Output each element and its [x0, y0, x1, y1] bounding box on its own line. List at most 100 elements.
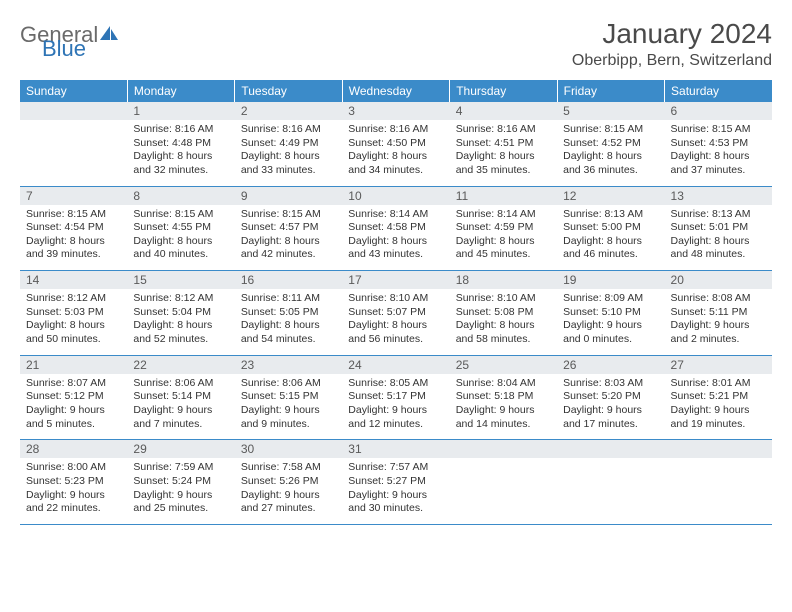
sunset-line: Sunset: 5:14 PM — [133, 390, 228, 404]
calendar-cell: 22Sunrise: 8:06 AMSunset: 5:14 PMDayligh… — [127, 355, 234, 440]
day-body: Sunrise: 8:12 AMSunset: 5:03 PMDaylight:… — [20, 289, 127, 355]
sunset-line: Sunset: 4:53 PM — [671, 137, 766, 151]
dow-saturday: Saturday — [665, 80, 772, 102]
day-body: Sunrise: 8:16 AMSunset: 4:48 PMDaylight:… — [127, 120, 234, 186]
day-body: Sunrise: 8:10 AMSunset: 5:08 PMDaylight:… — [450, 289, 557, 355]
day-body: Sunrise: 8:15 AMSunset: 4:54 PMDaylight:… — [20, 205, 127, 271]
day-number: 17 — [342, 271, 449, 289]
location: Oberbipp, Bern, Switzerland — [572, 52, 772, 70]
day-number: 22 — [127, 356, 234, 374]
calendar-cell: 1Sunrise: 8:16 AMSunset: 4:48 PMDaylight… — [127, 102, 234, 186]
sunset-line: Sunset: 5:08 PM — [456, 306, 551, 320]
sunset-line: Sunset: 4:55 PM — [133, 221, 228, 235]
sunrise-line: Sunrise: 8:10 AM — [348, 292, 443, 306]
sunset-line: Sunset: 5:26 PM — [241, 475, 336, 489]
day-body: Sunrise: 8:15 AMSunset: 4:53 PMDaylight:… — [665, 120, 772, 186]
daylight-line: Daylight: 8 hours and 58 minutes. — [456, 319, 551, 346]
day-number: 2 — [235, 102, 342, 120]
sunset-line: Sunset: 5:17 PM — [348, 390, 443, 404]
calendar-cell — [450, 440, 557, 525]
day-body: Sunrise: 7:58 AMSunset: 5:26 PMDaylight:… — [235, 458, 342, 524]
sunrise-line: Sunrise: 8:04 AM — [456, 377, 551, 391]
day-body: Sunrise: 8:11 AMSunset: 5:05 PMDaylight:… — [235, 289, 342, 355]
calendar-cell: 2Sunrise: 8:16 AMSunset: 4:49 PMDaylight… — [235, 102, 342, 186]
calendar-cell: 15Sunrise: 8:12 AMSunset: 5:04 PMDayligh… — [127, 271, 234, 356]
calendar-cell: 19Sunrise: 8:09 AMSunset: 5:10 PMDayligh… — [557, 271, 664, 356]
day-body: Sunrise: 8:10 AMSunset: 5:07 PMDaylight:… — [342, 289, 449, 355]
day-body: Sunrise: 8:04 AMSunset: 5:18 PMDaylight:… — [450, 374, 557, 440]
sunset-line: Sunset: 4:58 PM — [348, 221, 443, 235]
sunrise-line: Sunrise: 8:16 AM — [348, 123, 443, 137]
dow-thursday: Thursday — [450, 80, 557, 102]
day-number: 4 — [450, 102, 557, 120]
daylight-line: Daylight: 8 hours and 32 minutes. — [133, 150, 228, 177]
day-number: 12 — [557, 187, 664, 205]
dow-monday: Monday — [127, 80, 234, 102]
daylight-line: Daylight: 9 hours and 9 minutes. — [241, 404, 336, 431]
sunrise-line: Sunrise: 8:01 AM — [671, 377, 766, 391]
calendar-row: 14Sunrise: 8:12 AMSunset: 5:03 PMDayligh… — [20, 271, 772, 356]
day-body: Sunrise: 8:16 AMSunset: 4:50 PMDaylight:… — [342, 120, 449, 186]
sunrise-line: Sunrise: 8:15 AM — [133, 208, 228, 222]
calendar-cell: 9Sunrise: 8:15 AMSunset: 4:57 PMDaylight… — [235, 186, 342, 271]
sunset-line: Sunset: 4:54 PM — [26, 221, 121, 235]
day-number: 23 — [235, 356, 342, 374]
daylight-line: Daylight: 9 hours and 14 minutes. — [456, 404, 551, 431]
day-number: 16 — [235, 271, 342, 289]
day-number: 15 — [127, 271, 234, 289]
sunset-line: Sunset: 4:48 PM — [133, 137, 228, 151]
day-body: Sunrise: 8:14 AMSunset: 4:59 PMDaylight:… — [450, 205, 557, 271]
day-body: Sunrise: 8:08 AMSunset: 5:11 PMDaylight:… — [665, 289, 772, 355]
day-body: Sunrise: 8:16 AMSunset: 4:51 PMDaylight:… — [450, 120, 557, 186]
day-number: 28 — [20, 440, 127, 458]
calendar-cell: 25Sunrise: 8:04 AMSunset: 5:18 PMDayligh… — [450, 355, 557, 440]
day-number — [557, 440, 664, 458]
day-body: Sunrise: 7:59 AMSunset: 5:24 PMDaylight:… — [127, 458, 234, 524]
calendar-cell: 27Sunrise: 8:01 AMSunset: 5:21 PMDayligh… — [665, 355, 772, 440]
day-number: 14 — [20, 271, 127, 289]
dow-tuesday: Tuesday — [235, 80, 342, 102]
day-body: Sunrise: 8:15 AMSunset: 4:55 PMDaylight:… — [127, 205, 234, 271]
sunset-line: Sunset: 5:23 PM — [26, 475, 121, 489]
daylight-line: Daylight: 8 hours and 33 minutes. — [241, 150, 336, 177]
calendar-cell: 7Sunrise: 8:15 AMSunset: 4:54 PMDaylight… — [20, 186, 127, 271]
calendar-cell: 4Sunrise: 8:16 AMSunset: 4:51 PMDaylight… — [450, 102, 557, 186]
day-number — [20, 102, 127, 120]
calendar-row: 28Sunrise: 8:00 AMSunset: 5:23 PMDayligh… — [20, 440, 772, 525]
day-number: 24 — [342, 356, 449, 374]
sunset-line: Sunset: 4:59 PM — [456, 221, 551, 235]
calendar-cell: 18Sunrise: 8:10 AMSunset: 5:08 PMDayligh… — [450, 271, 557, 356]
day-number: 11 — [450, 187, 557, 205]
calendar-row: 7Sunrise: 8:15 AMSunset: 4:54 PMDaylight… — [20, 186, 772, 271]
sunset-line: Sunset: 4:50 PM — [348, 137, 443, 151]
sunrise-line: Sunrise: 8:14 AM — [456, 208, 551, 222]
sunset-line: Sunset: 4:57 PM — [241, 221, 336, 235]
calendar-cell: 17Sunrise: 8:10 AMSunset: 5:07 PMDayligh… — [342, 271, 449, 356]
calendar-cell: 16Sunrise: 8:11 AMSunset: 5:05 PMDayligh… — [235, 271, 342, 356]
sunrise-line: Sunrise: 8:08 AM — [671, 292, 766, 306]
sunset-line: Sunset: 5:01 PM — [671, 221, 766, 235]
calendar-cell: 3Sunrise: 8:16 AMSunset: 4:50 PMDaylight… — [342, 102, 449, 186]
calendar-row: 1Sunrise: 8:16 AMSunset: 4:48 PMDaylight… — [20, 102, 772, 186]
day-body: Sunrise: 8:01 AMSunset: 5:21 PMDaylight:… — [665, 374, 772, 440]
sunrise-line: Sunrise: 8:10 AM — [456, 292, 551, 306]
daylight-line: Daylight: 8 hours and 50 minutes. — [26, 319, 121, 346]
sunrise-line: Sunrise: 8:16 AM — [133, 123, 228, 137]
sunrise-line: Sunrise: 8:12 AM — [133, 292, 228, 306]
sunrise-line: Sunrise: 7:58 AM — [241, 461, 336, 475]
month-title: January 2024 — [572, 18, 772, 50]
header: General Blue January 2024 Oberbipp, Bern… — [20, 18, 772, 70]
sunrise-line: Sunrise: 8:15 AM — [671, 123, 766, 137]
sunset-line: Sunset: 5:21 PM — [671, 390, 766, 404]
sunset-line: Sunset: 5:15 PM — [241, 390, 336, 404]
day-body: Sunrise: 8:12 AMSunset: 5:04 PMDaylight:… — [127, 289, 234, 355]
daylight-line: Daylight: 9 hours and 12 minutes. — [348, 404, 443, 431]
day-number: 21 — [20, 356, 127, 374]
daylight-line: Daylight: 9 hours and 5 minutes. — [26, 404, 121, 431]
day-body: Sunrise: 8:15 AMSunset: 4:52 PMDaylight:… — [557, 120, 664, 186]
daylight-line: Daylight: 9 hours and 22 minutes. — [26, 489, 121, 516]
day-number — [450, 440, 557, 458]
calendar-cell: 12Sunrise: 8:13 AMSunset: 5:00 PMDayligh… — [557, 186, 664, 271]
calendar-cell — [665, 440, 772, 525]
sunrise-line: Sunrise: 8:09 AM — [563, 292, 658, 306]
